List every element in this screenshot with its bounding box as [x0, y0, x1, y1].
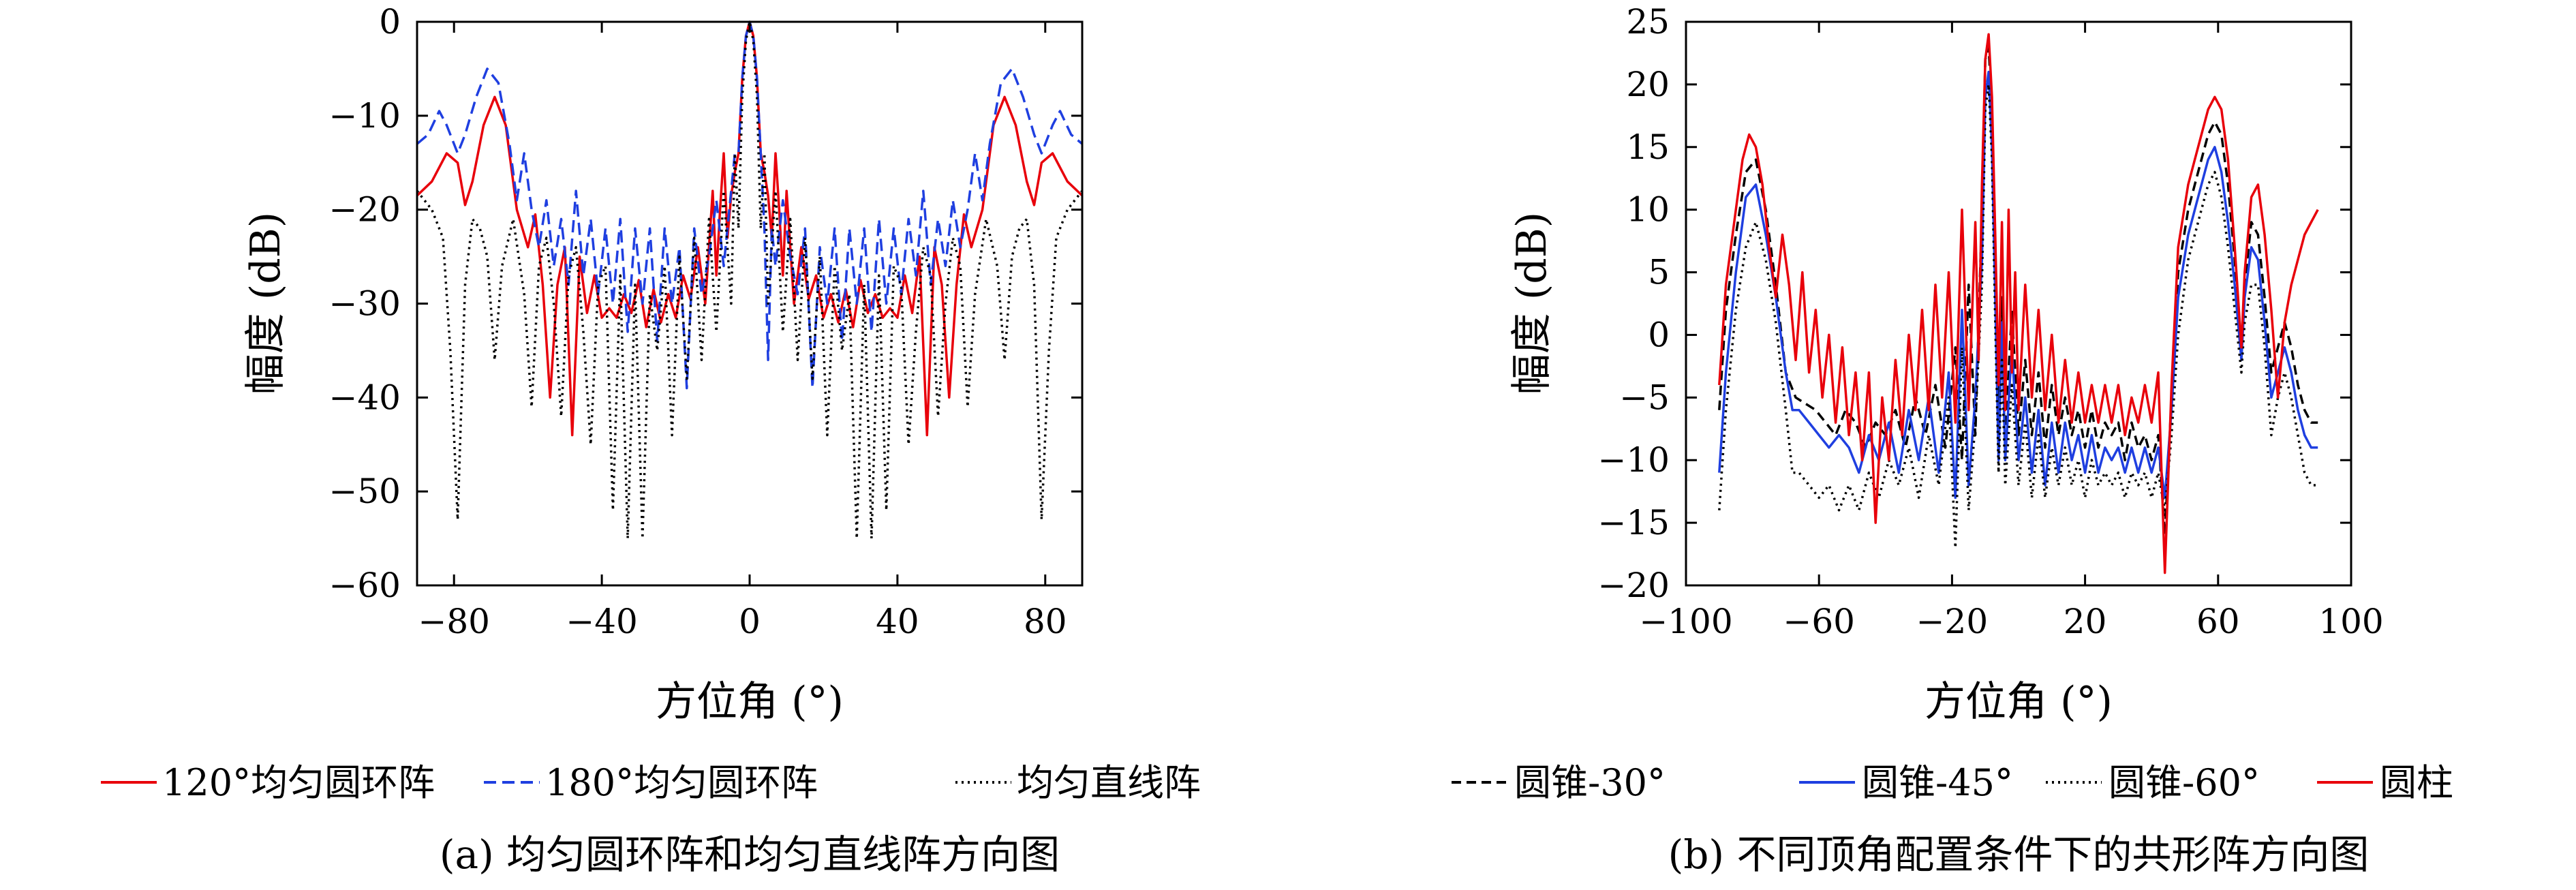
panel-a-ylabel: 幅度 (dB)	[242, 212, 290, 395]
panel-b: −100 −60 −20 20 60 100 25 20 15 10 5 0 −5 −10 −15 −20 方…	[1452, 2, 2453, 878]
panel-a-curves	[416, 20, 1084, 540]
x-tick-label: −80	[418, 602, 490, 641]
panel-a: −80 −40 0 40 80 0 −10 −20 −30 −40 −50 −60 方位角 (°) 幅…	[101, 2, 1201, 878]
panel-a-caption: (a) 均匀圆环阵和均匀直线阵方向图	[440, 831, 1060, 878]
panel-b-xlabel: 方位角 (°)	[1925, 678, 2113, 726]
legend-label-cone-45: 圆锥-45°	[1862, 761, 2013, 804]
legend-label-180-ring: 180°均匀圆环阵	[545, 761, 818, 804]
x-tick-label: −20	[1916, 602, 1989, 641]
y-tick-label: 0	[1648, 315, 1670, 354]
series-line-180-ring	[416, 20, 1084, 390]
y-tick-label: −50	[328, 472, 401, 511]
y-tick-label: 25	[1626, 2, 1670, 42]
legend-label-120-ring: 120°均匀圆环阵	[162, 761, 435, 804]
series-line-120-ring	[416, 20, 1084, 437]
panel-b-plot-frame	[1685, 20, 2352, 587]
x-tick-label: 100	[2318, 602, 2383, 641]
x-tick-label: 20	[2064, 602, 2107, 641]
y-tick-label: −60	[328, 566, 401, 605]
y-tick-label: −40	[328, 378, 401, 417]
x-tick-label: 0	[739, 602, 761, 641]
x-tick-label: −100	[1639, 602, 1732, 641]
panel-b-legend: 圆锥-30° 圆锥-45° 圆锥-60° 圆柱	[1452, 761, 2453, 804]
legend-label-cone-30: 圆锥-30°	[1514, 761, 1666, 804]
panel-a-plot-frame	[416, 20, 1084, 587]
x-tick-label: −40	[566, 602, 638, 641]
x-tick-label: 80	[1024, 602, 1067, 641]
panel-b-ylabel: 幅度 (dB)	[1508, 212, 1556, 395]
y-tick-label: 5	[1648, 253, 1670, 292]
y-tick-label: −10	[328, 96, 401, 136]
legend-label-cylinder: 圆柱	[2380, 761, 2453, 804]
series-line-cone-30	[1718, 46, 2318, 537]
y-tick-label: −30	[328, 284, 401, 324]
panel-a-xlabel: 方位角 (°)	[656, 678, 844, 726]
series-line-linear	[416, 20, 1084, 540]
series-line-cone-60	[1718, 83, 2318, 549]
y-tick-label: −20	[328, 190, 401, 230]
y-tick-label: 20	[1626, 65, 1670, 104]
panel-a-ticks: −80 −40 0 40 80 0 −10 −20 −30 −40 −50 −60	[328, 2, 1082, 641]
panel-b-ticks: −100 −60 −20 20 60 100 25 20 15 10 5 0 −5 −10 −15 −20	[1597, 2, 2383, 641]
legend-label-cone-60: 圆锥-60°	[2109, 761, 2260, 804]
x-tick-label: 40	[876, 602, 919, 641]
x-tick-label: −60	[1783, 602, 1855, 641]
y-tick-label: 0	[379, 2, 401, 42]
y-tick-label: 10	[1626, 190, 1670, 230]
y-tick-label: −5	[1619, 378, 1670, 417]
panel-b-caption: (b) 不同顶角配置条件下的共形阵方向图	[1668, 831, 2370, 878]
series-line-cylinder	[1718, 33, 2319, 574]
y-tick-label: −15	[1597, 503, 1670, 542]
panel-a-legend: 120°均匀圆环阵 180°均匀圆环阵 均匀直线阵	[101, 761, 1201, 804]
y-tick-label: 15	[1626, 127, 1670, 167]
y-tick-label: −10	[1597, 440, 1670, 480]
panel-b-curves	[1718, 33, 2319, 574]
legend-label-linear: 均匀直线阵	[1017, 761, 1201, 804]
y-tick-label: −20	[1597, 566, 1670, 605]
series-line-cone-45	[1718, 70, 2318, 500]
x-tick-label: 60	[2196, 602, 2240, 641]
